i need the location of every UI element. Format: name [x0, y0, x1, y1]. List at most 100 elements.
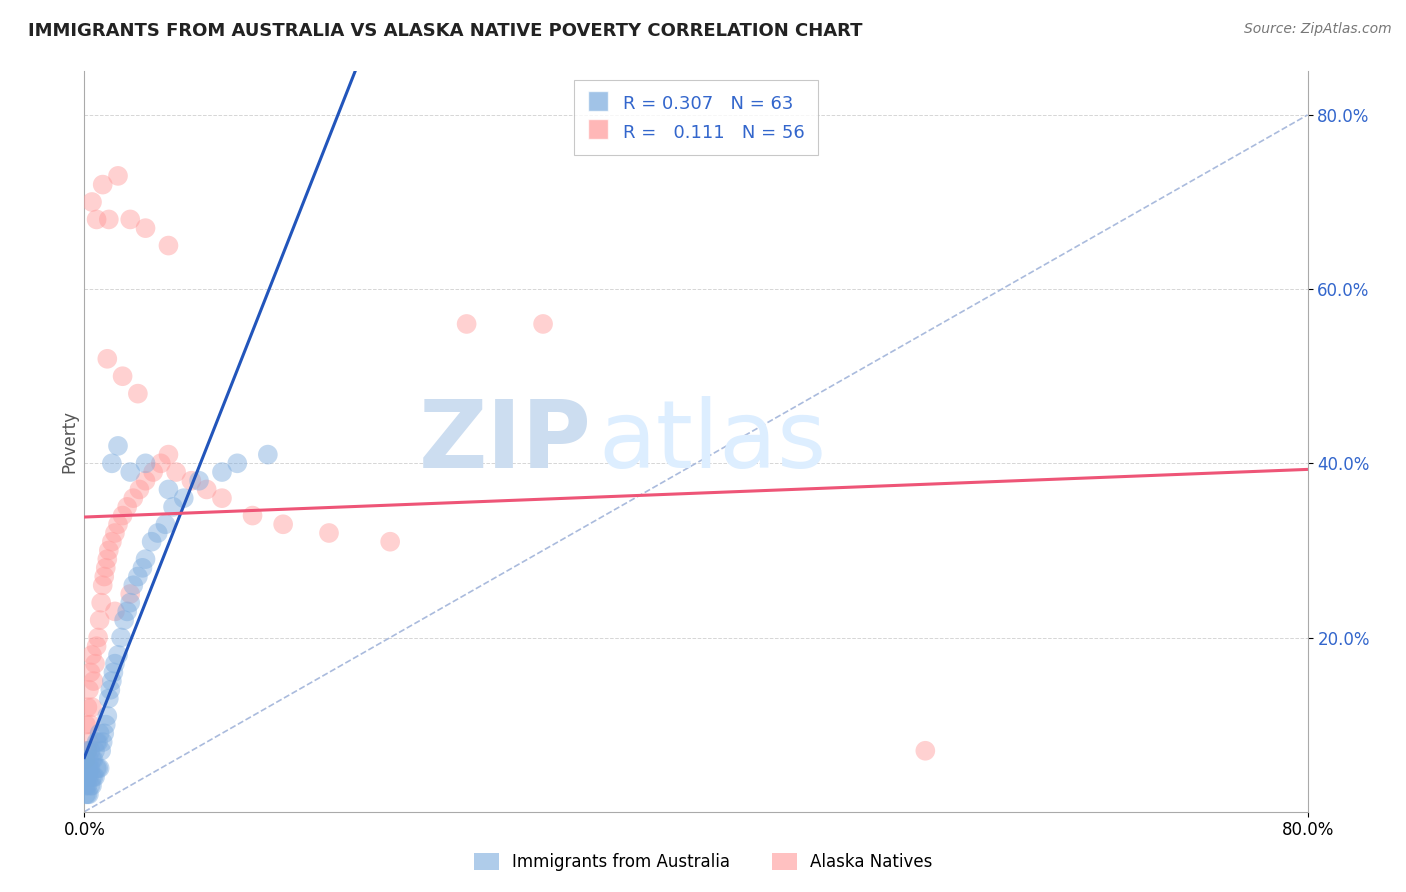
Point: [318, 526, 340, 541]
Point: [226, 456, 249, 470]
Point: [77, 787, 100, 801]
Point: [94, 561, 117, 575]
Point: [91, 578, 114, 592]
Point: [79, 761, 101, 775]
Point: [76, 779, 98, 793]
Point: [111, 369, 134, 384]
Point: [110, 631, 132, 645]
Point: [101, 456, 124, 470]
Point: [80, 752, 103, 766]
Point: [80, 194, 103, 209]
Point: [87, 761, 110, 775]
Point: [120, 587, 142, 601]
Point: [914, 744, 936, 758]
Point: [211, 465, 233, 479]
Point: [211, 491, 233, 505]
Point: [86, 735, 108, 749]
Point: [79, 717, 101, 731]
Point: [75, 787, 97, 801]
Point: [165, 465, 187, 479]
Point: [101, 674, 124, 689]
Point: [91, 735, 114, 749]
Point: [107, 439, 129, 453]
Point: [242, 508, 264, 523]
Point: [104, 526, 127, 541]
Point: [86, 639, 108, 653]
Point: [76, 744, 98, 758]
Point: [77, 735, 100, 749]
Point: [135, 221, 157, 235]
Point: [79, 665, 101, 680]
Point: [146, 526, 169, 541]
Point: [91, 178, 114, 192]
Point: [127, 386, 149, 401]
Point: [77, 770, 100, 784]
Legend: Immigrants from Australia, Alaska Natives: Immigrants from Australia, Alaska Native…: [465, 845, 941, 880]
Point: [80, 770, 103, 784]
Point: [80, 700, 103, 714]
Point: [76, 700, 98, 714]
Point: [157, 238, 180, 252]
Point: [127, 569, 149, 583]
Text: ZIP: ZIP: [419, 395, 592, 488]
Point: [77, 761, 100, 775]
Point: [76, 744, 98, 758]
Point: [79, 744, 101, 758]
Point: [120, 596, 142, 610]
Y-axis label: Poverty: Poverty: [60, 410, 79, 473]
Point: [104, 604, 127, 618]
Point: [122, 491, 145, 505]
Point: [104, 657, 127, 671]
Point: [75, 752, 97, 766]
Point: [86, 761, 108, 775]
Point: [98, 682, 121, 697]
Point: [173, 491, 195, 505]
Point: [135, 474, 157, 488]
Point: [87, 735, 110, 749]
Point: [83, 752, 105, 766]
Point: [157, 448, 180, 462]
Point: [96, 552, 118, 566]
Point: [155, 517, 177, 532]
Point: [107, 169, 129, 183]
Point: [84, 657, 107, 671]
Point: [89, 761, 111, 775]
Point: [83, 674, 105, 689]
Point: [271, 517, 294, 532]
Point: [77, 682, 100, 697]
Point: [107, 517, 129, 532]
Point: [75, 779, 97, 793]
Point: [89, 726, 111, 740]
Point: [128, 483, 150, 497]
Text: IMMIGRANTS FROM AUSTRALIA VS ALASKA NATIVE POVERTY CORRELATION CHART: IMMIGRANTS FROM AUSTRALIA VS ALASKA NATI…: [28, 22, 863, 40]
Point: [90, 744, 112, 758]
Point: [149, 456, 172, 470]
Point: [101, 534, 124, 549]
Point: [93, 726, 115, 740]
Point: [157, 483, 180, 497]
Point: [84, 770, 107, 784]
Point: [93, 569, 115, 583]
Point: [94, 717, 117, 731]
Point: [96, 709, 118, 723]
Point: [112, 613, 135, 627]
Legend: R = 0.307   N = 63, R =   0.111   N = 56: R = 0.307 N = 63, R = 0.111 N = 56: [575, 80, 817, 154]
Point: [131, 561, 153, 575]
Point: [122, 578, 145, 592]
Point: [86, 212, 108, 227]
Text: Source: ZipAtlas.com: Source: ZipAtlas.com: [1244, 22, 1392, 37]
Point: [188, 474, 211, 488]
Point: [115, 500, 138, 514]
Point: [89, 613, 111, 627]
Point: [83, 770, 105, 784]
Point: [141, 534, 163, 549]
Point: [135, 456, 157, 470]
Point: [115, 604, 138, 618]
Point: [97, 543, 120, 558]
Point: [87, 631, 110, 645]
Point: [90, 596, 112, 610]
Text: atlas: atlas: [598, 395, 827, 488]
Point: [97, 691, 120, 706]
Point: [107, 648, 129, 662]
Point: [456, 317, 478, 331]
